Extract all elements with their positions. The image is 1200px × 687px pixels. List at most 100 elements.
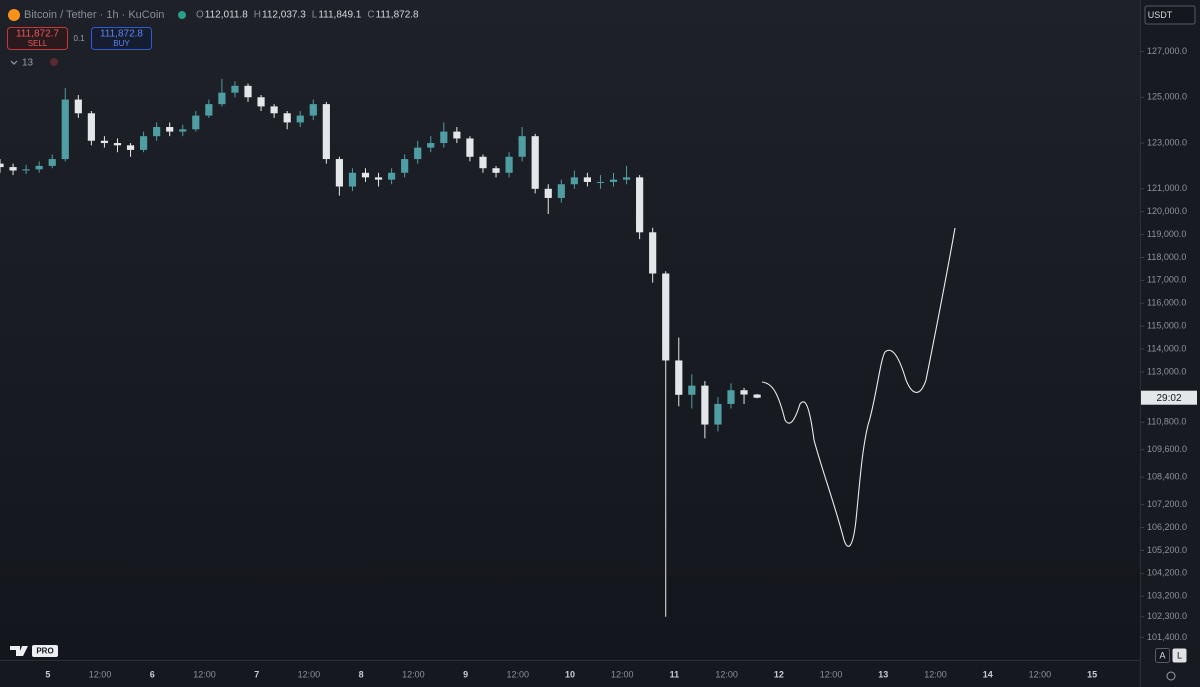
candle-body: [166, 127, 174, 132]
candle-body: [218, 92, 226, 105]
price-axis-panel: [1140, 0, 1200, 687]
candle-body: [22, 169, 30, 171]
buy-button[interactable]: [91, 27, 152, 50]
candle-body: [374, 177, 383, 180]
candle-body: [0, 163, 4, 168]
candle-body: [257, 97, 265, 107]
candle-body: [296, 115, 304, 123]
ohlc-key: L: [312, 10, 318, 21]
indicator-count[interactable]: 13: [22, 58, 34, 69]
auto-scale-button[interactable]: [1155, 648, 1170, 663]
candle-body: [518, 136, 526, 157]
x-tick-label: 12:00: [1029, 669, 1052, 679]
ohlc-value: 112,011.8: [205, 10, 248, 21]
logo-badge-text: PRO: [36, 647, 53, 656]
candle-body: [205, 104, 213, 116]
y-tick-label: 113,000.0: [1147, 366, 1186, 376]
y-tick-label: 106,200.0: [1147, 522, 1187, 532]
sell-price[interactable]: 111,872.7: [16, 29, 59, 40]
candle-body: [87, 113, 95, 141]
collapse-icon[interactable]: [10, 60, 18, 65]
x-tick-label: 15: [1087, 669, 1097, 679]
y-tick-label: 107,200.0: [1147, 499, 1187, 509]
log-scale-button[interactable]: [1172, 648, 1187, 663]
drawn-forecast[interactable]: [761, 227, 956, 547]
sell-label[interactable]: SELL: [28, 39, 48, 48]
candle-body: [557, 184, 565, 198]
candle-body: [544, 188, 552, 198]
x-tick-label: 11: [670, 669, 680, 679]
countdown-box: [1141, 390, 1197, 405]
x-tick-label: 12: [774, 669, 784, 679]
candle-body: [479, 156, 487, 169]
market-status: [178, 11, 186, 19]
y-tick-label: 115,000.0: [1147, 321, 1186, 331]
candle-body: [714, 403, 722, 425]
buy-price[interactable]: 111,872.8: [100, 29, 143, 40]
candle-body: [427, 143, 435, 148]
logo-badge: [32, 645, 58, 657]
candle-body: [113, 143, 122, 146]
buy-label[interactable]: BUY: [113, 39, 130, 48]
candle-body: [570, 177, 578, 185]
alert-icon[interactable]: [50, 58, 58, 66]
y-tick-label: 123,000.0: [1147, 137, 1187, 147]
candle-body: [609, 179, 618, 182]
y-tick-label: 120,000.0: [1147, 206, 1187, 216]
auto-scale-label[interactable]: A: [1159, 650, 1165, 660]
candle-body: [74, 99, 82, 114]
candle-body: [153, 127, 161, 137]
time-axis-panel: [0, 660, 1140, 687]
candle-body: [231, 85, 239, 93]
currency-selector[interactable]: [1144, 5, 1196, 25]
log-scale-label[interactable]: L: [1177, 650, 1182, 660]
y-tick-label: 119,000.0: [1147, 229, 1186, 239]
y-tick-label: 105,200.0: [1147, 545, 1187, 555]
candle-body: [348, 172, 357, 187]
y-tick-label: 118,000.0: [1147, 252, 1186, 262]
candle-body: [492, 168, 500, 173]
x-tick-label: 9: [463, 669, 468, 679]
candle-body: [270, 106, 278, 114]
candle-body: [309, 104, 317, 116]
candle-body: [401, 159, 409, 173]
ohlc-value: 112,037.3: [262, 10, 306, 21]
candle-body: [740, 390, 748, 395]
candle-body: [622, 177, 631, 180]
candle-body: [126, 145, 135, 150]
symbol-icon[interactable]: [8, 9, 20, 21]
candle-body: [688, 385, 696, 395]
candle-body: [361, 172, 370, 178]
candle-body: [466, 138, 474, 157]
candle-body: [505, 156, 513, 173]
x-tick-label: 12:00: [89, 669, 112, 679]
candle-body: [35, 165, 43, 170]
y-tick-label: 125,000.0: [1147, 92, 1187, 102]
candle-body: [283, 113, 291, 123]
y-tick-label: 108,400.0: [1147, 472, 1187, 482]
settings-icon[interactable]: [1166, 671, 1176, 681]
x-tick-label: 12:00: [193, 669, 216, 679]
x-tick-label: 5: [45, 669, 50, 679]
x-tick-label: 13: [878, 669, 888, 679]
candle-body: [727, 390, 735, 404]
ohlc-key: C: [367, 10, 374, 21]
y-tick-label: 117,000.0: [1147, 275, 1186, 285]
candle-body: [179, 129, 187, 132]
logo-mark: [10, 646, 28, 656]
symbol-title[interactable]: Bitcoin / Tether · 1h · KuCoin: [24, 9, 164, 21]
x-tick-label: 10: [565, 669, 575, 679]
y-tick-label: 104,200.0: [1147, 568, 1187, 578]
y-tick-label: 116,000.0: [1147, 298, 1186, 308]
candle-body: [583, 177, 591, 182]
sell-button[interactable]: [7, 27, 68, 50]
currency[interactable]: USDT: [1148, 10, 1173, 20]
x-tick-label: 12:00: [611, 669, 634, 679]
countdown: 29:02: [1156, 393, 1181, 404]
x-tick-label: 7: [254, 669, 259, 679]
candle-body: [100, 140, 109, 144]
ohlc-key: H: [254, 10, 261, 21]
x-tick-label: 12:00: [402, 669, 425, 679]
